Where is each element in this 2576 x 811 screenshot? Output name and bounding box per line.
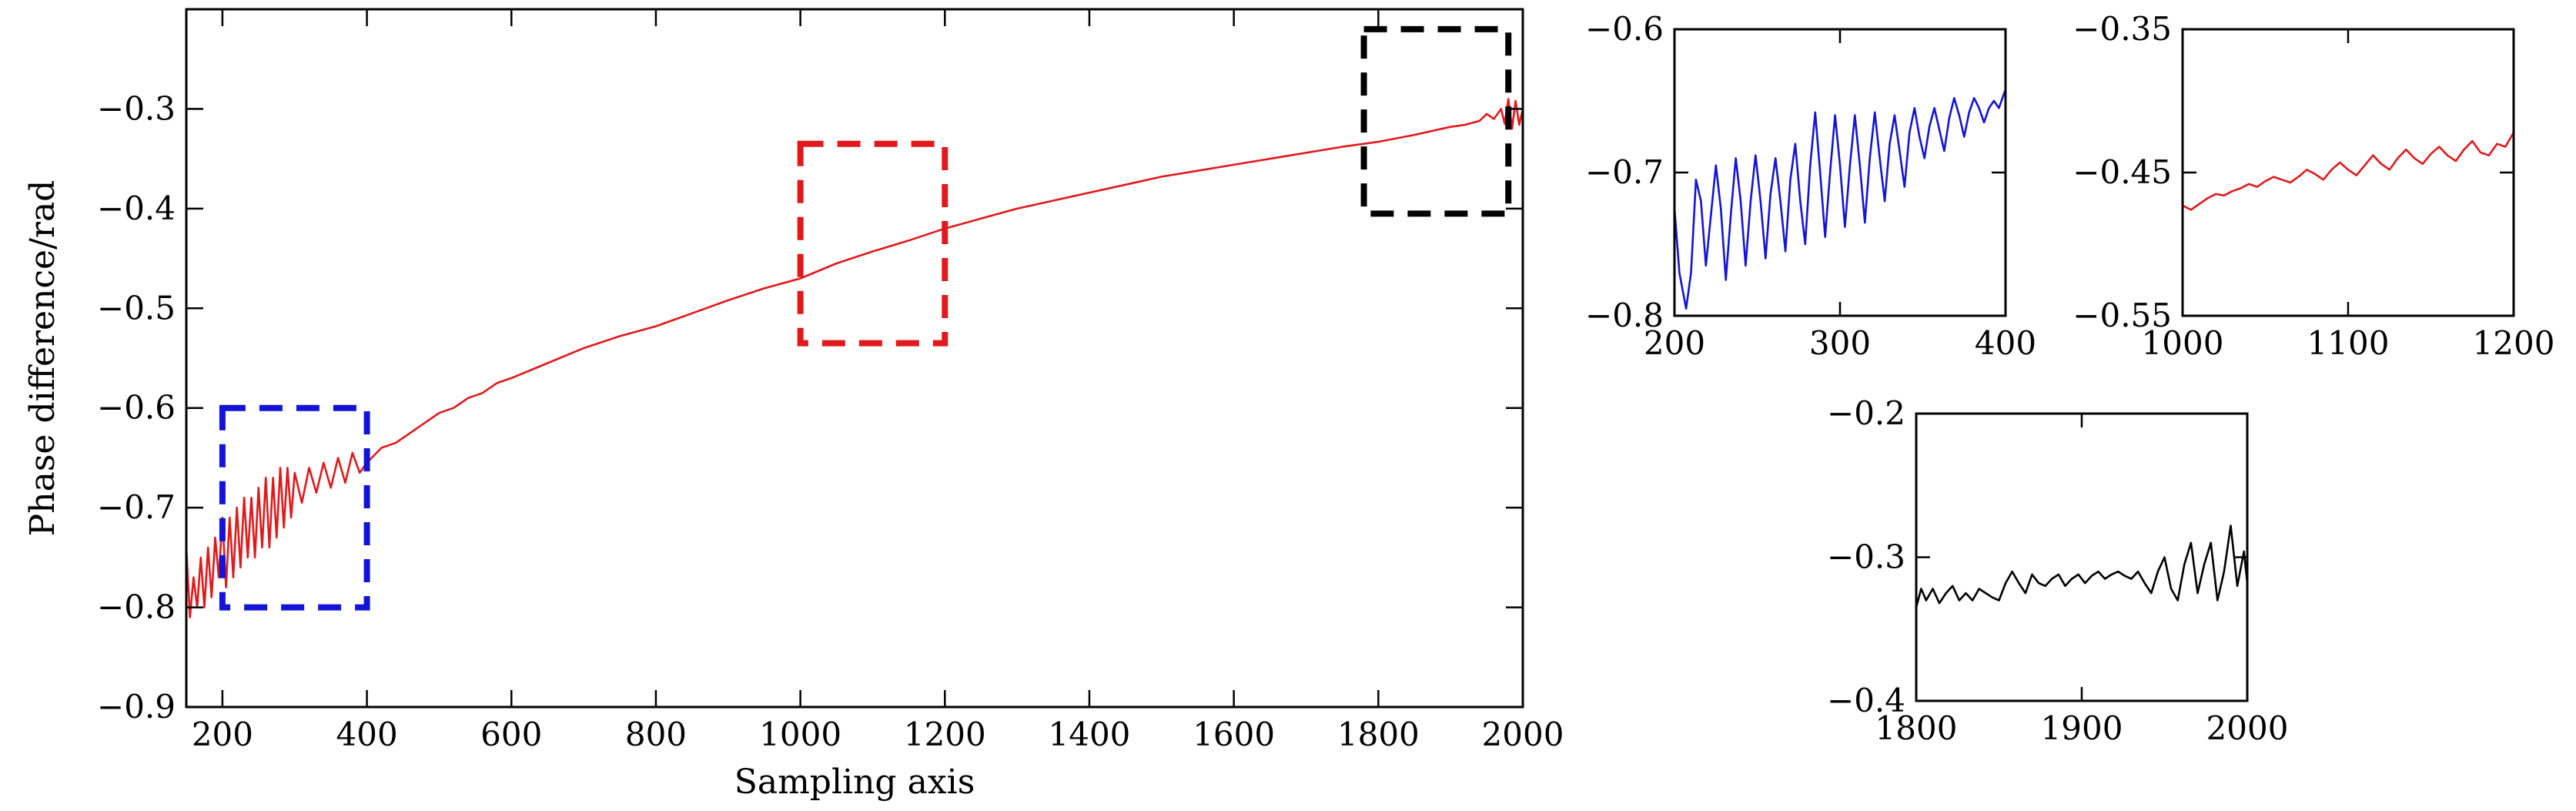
x-tick-label: 1000 xyxy=(759,715,841,753)
plot-frame xyxy=(2181,28,2515,317)
x-tick-label: 1200 xyxy=(904,715,986,753)
x-tick-label: 1400 xyxy=(1049,715,1131,753)
chart-panel-main: 200 400 600 800 1000 1200 1400 1600 1800 2000 −0.9… xyxy=(23,8,1564,802)
x-tick-label: 400 xyxy=(1975,324,2036,362)
y-tick-label: −0.3 xyxy=(97,89,176,127)
zoom-box xyxy=(219,404,370,611)
x-tick-label: 1900 xyxy=(2041,709,2123,747)
x-tick-label: 300 xyxy=(1809,324,1871,362)
series-line xyxy=(2183,132,2514,211)
x-tick-label: 2000 xyxy=(1482,715,1564,753)
x-tick-label: 200 xyxy=(192,715,253,753)
x-tick-label: 200 xyxy=(1644,324,1705,362)
zoom-box xyxy=(1360,25,1512,217)
y-tick-label: −0.45 xyxy=(2073,153,2172,191)
y-axis-title: Phase difference/rad xyxy=(23,180,62,537)
y-tick-label: −0.6 xyxy=(1585,10,1664,48)
chart-panel-zoom-200-400: 200 300 400 −0.8 −0.7 −0.6 xyxy=(1585,10,2036,362)
y-tick-label: −0.35 xyxy=(2073,10,2172,48)
series-line xyxy=(1916,524,2247,608)
series-line xyxy=(1674,89,2006,310)
x-tick-label: 1800 xyxy=(1875,709,1958,747)
y-tick-label: −0.8 xyxy=(97,588,176,626)
y-tick-label: −0.4 xyxy=(97,189,176,227)
y-tick-label: −0.7 xyxy=(1585,153,1664,191)
plot-frame xyxy=(1915,412,2249,702)
y-tick-label: −0.7 xyxy=(97,488,176,526)
series-line xyxy=(186,98,1523,618)
y-tick-label: −0.8 xyxy=(1585,297,1664,334)
x-tick-label: 400 xyxy=(336,715,398,753)
x-tick-label: 1600 xyxy=(1193,715,1275,753)
zoom-box xyxy=(797,140,948,347)
y-tick-label: −0.3 xyxy=(1827,538,1905,576)
x-tick-label: 1800 xyxy=(1337,715,1420,753)
y-tick-label: −0.55 xyxy=(2073,297,2172,334)
x-tick-label: 600 xyxy=(480,715,542,753)
x-tick-label: 800 xyxy=(625,715,687,753)
y-tick-label: −0.9 xyxy=(97,688,176,726)
chart-panel-zoom-1800-2000: 1800 1900 2000 −0.4 −0.3 −0.2 xyxy=(1827,394,2288,747)
x-tick-label: 1100 xyxy=(2307,324,2390,362)
x-axis-title: Sampling axis xyxy=(734,762,975,802)
x-tick-label: 1200 xyxy=(2473,324,2555,362)
chart-panel-zoom-1000-1200: 1000 1100 1200 −0.55 −0.45 −0.35 xyxy=(2073,10,2554,362)
y-tick-label: −0.5 xyxy=(97,289,176,327)
plot-frame xyxy=(185,8,1524,709)
y-tick-label: −0.6 xyxy=(97,389,176,427)
y-tick-label: −0.4 xyxy=(1827,682,1905,719)
y-tick-label: −0.2 xyxy=(1827,394,1905,432)
x-tick-label: 1000 xyxy=(2142,324,2224,362)
x-tick-label: 2000 xyxy=(2206,709,2289,747)
